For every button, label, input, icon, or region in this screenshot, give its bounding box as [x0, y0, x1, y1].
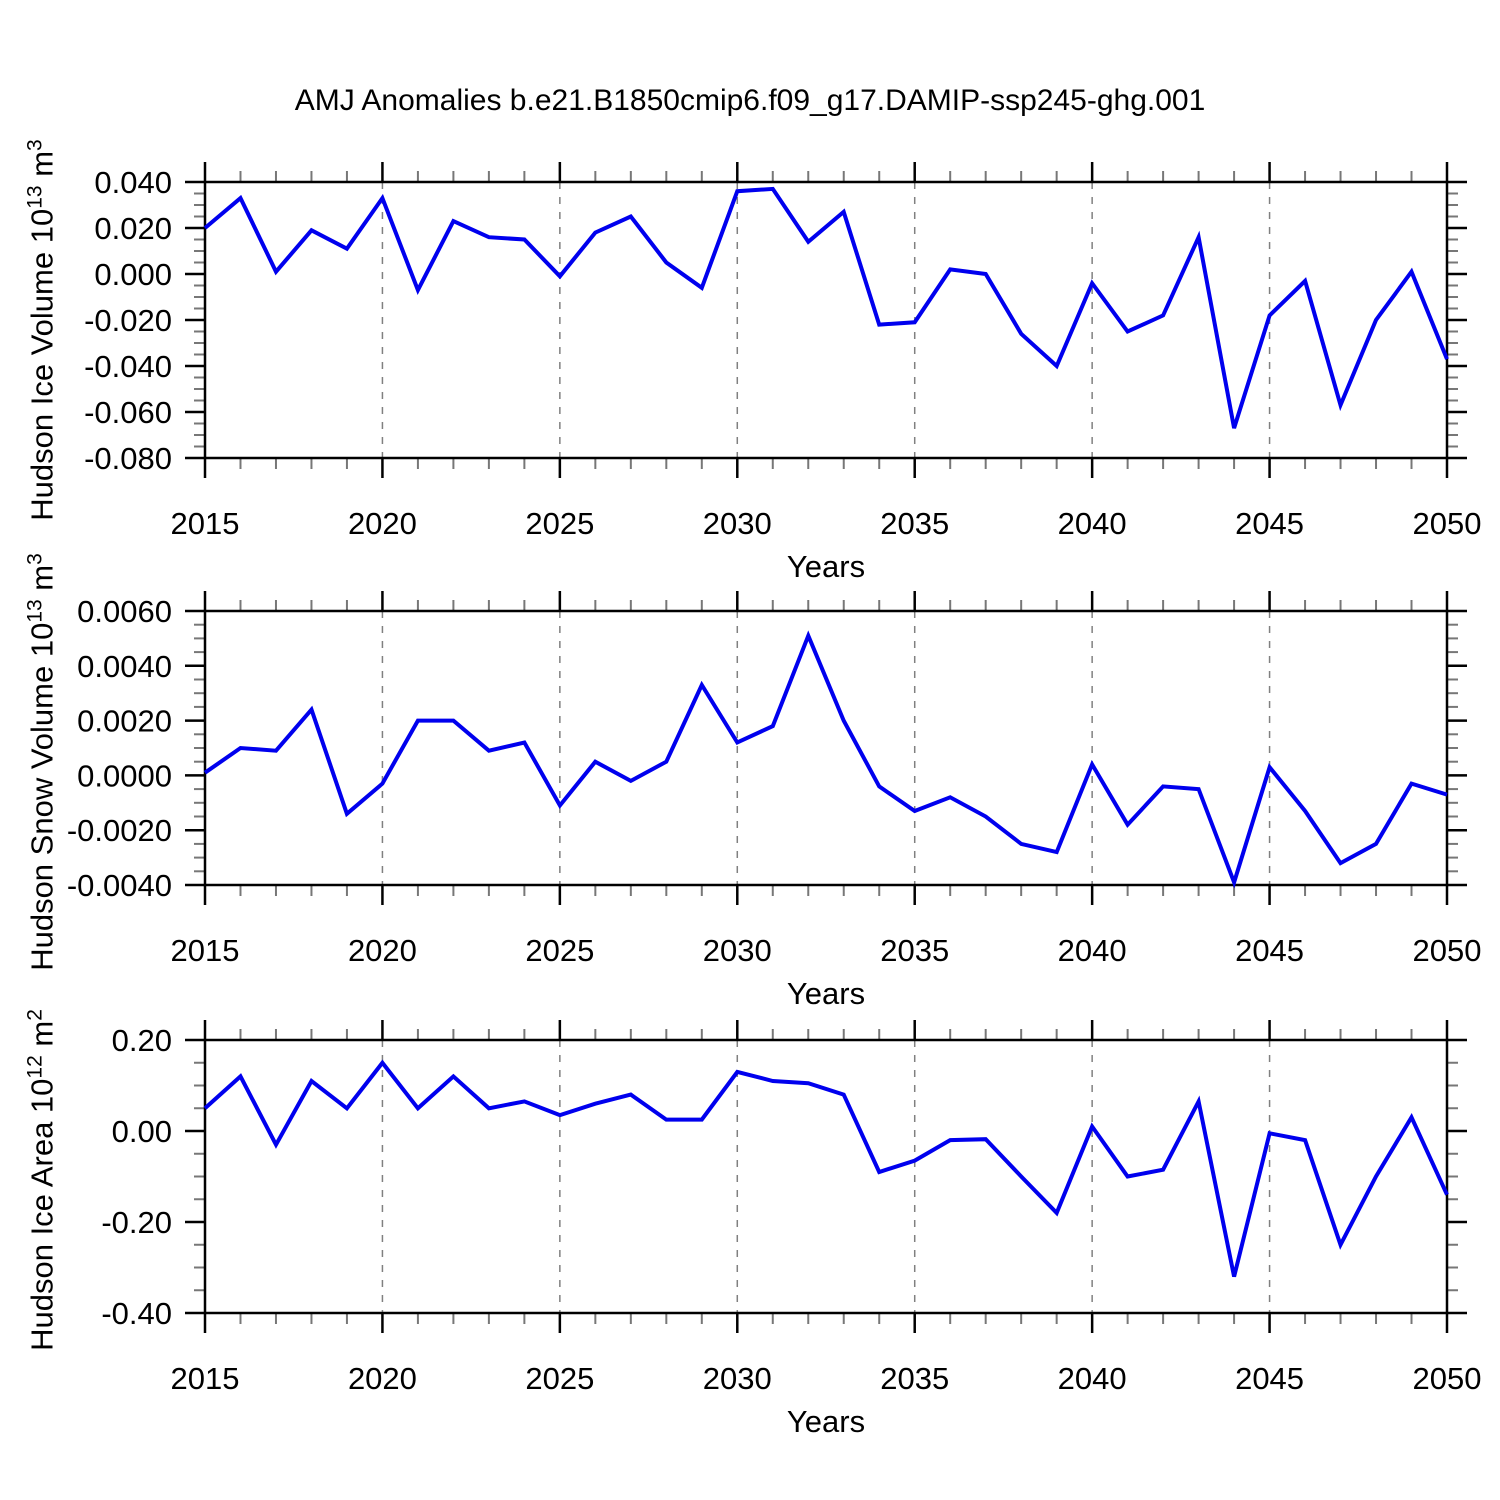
svg-text:2040: 2040 — [1058, 933, 1127, 968]
y-axis-title-unit: m — [24, 150, 60, 186]
major-ticks — [185, 591, 1467, 905]
svg-text:2045: 2045 — [1235, 1361, 1304, 1396]
gridlines — [381, 611, 1271, 885]
y-axis-title-unit-exponent: 3 — [23, 553, 47, 565]
hudson-ice-volume-anomaly — [203, 186, 1449, 429]
svg-text:2025: 2025 — [525, 1361, 594, 1396]
y-axis-title-exponent: 13 — [23, 185, 47, 209]
svg-text:0.0000: 0.0000 — [77, 758, 172, 793]
plot-frame — [203, 609, 1449, 887]
figure-title: AMJ Anomalies b.e21.B1850cmip6.f09_g17.D… — [294, 84, 1206, 117]
y-axis-title-unit-exponent: 3 — [23, 139, 47, 151]
svg-text:2030: 2030 — [703, 1361, 772, 1396]
x-axis-title-years-1: Years — [786, 549, 866, 584]
svg-text:2030: 2030 — [703, 933, 772, 968]
gridlines — [381, 1040, 1271, 1313]
svg-text:0.0060: 0.0060 — [77, 594, 172, 629]
svg-text:2035: 2035 — [880, 933, 949, 968]
y-axis-title-text: Hudson Snow Volume 10 — [24, 622, 60, 971]
y-axis-title-ice-area: Hudson Ice Area 1012 m2 — [23, 1009, 60, 1351]
hudson-ice-area-anomaly — [203, 1059, 1449, 1278]
svg-text:0.040: 0.040 — [94, 165, 172, 200]
y-axis-title-unit: m — [24, 1020, 60, 1056]
svg-text:2015: 2015 — [171, 506, 240, 541]
svg-text:-0.0020: -0.0020 — [67, 813, 172, 848]
y-axis-title-text: Hudson Ice Volume 10 — [24, 208, 60, 521]
svg-text:0.0020: 0.0020 — [77, 704, 172, 739]
x-axis-title-years-3: Years — [786, 1404, 866, 1439]
svg-text:2020: 2020 — [348, 933, 417, 968]
chart-2: 2015 2020 2025 2030 2035 2040 2045 20500.00600.… — [67, 591, 1482, 968]
svg-text:2050: 2050 — [1413, 506, 1482, 541]
y-axis-title-unit: m — [24, 564, 60, 600]
svg-text:0.20: 0.20 — [112, 1023, 172, 1058]
svg-text:2035: 2035 — [880, 506, 949, 541]
y-tick-labels: 0.040 0.020 0.000 -0.020 -0.040 -0.060 -0.080 — [84, 165, 172, 476]
y-axis-title-snow-volume: Hudson Snow Volume 1013 m3 — [23, 553, 60, 971]
svg-text:2040: 2040 — [1058, 506, 1127, 541]
svg-text:-0.060: -0.060 — [84, 395, 172, 430]
svg-text:-0.020: -0.020 — [84, 303, 172, 338]
y-tick-labels: 0.0060 0.0040 0.0020 0.0000 -0.0020 -0.0040 — [67, 594, 172, 903]
svg-text:-0.080: -0.080 — [84, 441, 172, 476]
y-axis-title-ice-volume: Hudson Ice Volume 1013 m3 — [23, 139, 60, 520]
svg-text:-0.0040: -0.0040 — [67, 868, 172, 903]
x-tick-labels: 2015 2020 2025 2030 2035 2040 2045 2050 — [171, 1361, 1482, 1396]
svg-text:2050: 2050 — [1413, 1361, 1482, 1396]
svg-text:2015: 2015 — [171, 1361, 240, 1396]
minor-ticks — [194, 600, 1458, 896]
svg-text:2015: 2015 — [171, 933, 240, 968]
x-tick-labels: 2015 2020 2025 2030 2035 2040 2045 2050 — [171, 506, 1482, 541]
plot-frame — [203, 180, 1449, 460]
svg-text:-0.40: -0.40 — [101, 1296, 172, 1331]
x-tick-labels: 2015 2020 2025 2030 2035 2040 2045 2050 — [171, 933, 1482, 968]
major-ticks — [185, 162, 1467, 478]
y-axis-title-unit-exponent: 2 — [23, 1009, 47, 1021]
svg-text:2035: 2035 — [880, 1361, 949, 1396]
major-ticks — [185, 1020, 1467, 1333]
svg-text:2025: 2025 — [525, 506, 594, 541]
y-axis-title-text: Hudson Ice Area 10 — [24, 1078, 60, 1351]
svg-text:0.000: 0.000 — [94, 257, 172, 292]
chart-1: 2015 2020 2025 2030 2035 2040 2045 20500.0400.0… — [84, 162, 1481, 541]
y-axis-title-exponent: 13 — [23, 599, 47, 623]
chart-3: 2015 2020 2025 2030 2035 2040 2045 2050 0.20 0.00… — [101, 1020, 1481, 1396]
svg-text:0.00: 0.00 — [112, 1114, 172, 1149]
hudson-snow-volume-anomaly — [203, 630, 1448, 889]
gridlines — [381, 182, 1271, 458]
plot-frame — [203, 1038, 1449, 1315]
svg-text:0.0040: 0.0040 — [77, 649, 172, 684]
svg-text:2025: 2025 — [525, 933, 594, 968]
svg-text:2020: 2020 — [348, 506, 417, 541]
svg-text:0.020: 0.020 — [94, 211, 172, 246]
svg-text:-0.040: -0.040 — [84, 349, 172, 384]
x-axis-title-years-2: Years — [786, 976, 866, 1011]
minor-ticks — [194, 171, 1458, 469]
svg-text:2050: 2050 — [1413, 933, 1482, 968]
y-tick-labels: 0.20 0.00 -0.20 -0.40 — [101, 1023, 172, 1331]
svg-text:2045: 2045 — [1235, 506, 1304, 541]
svg-text:2030: 2030 — [703, 506, 772, 541]
minor-ticks — [194, 1029, 1458, 1324]
svg-text:2040: 2040 — [1058, 1361, 1127, 1396]
svg-text:-0.20: -0.20 — [101, 1205, 172, 1240]
svg-text:2045: 2045 — [1235, 933, 1304, 968]
svg-text:2020: 2020 — [348, 1361, 417, 1396]
y-axis-title-exponent: 12 — [23, 1055, 47, 1079]
